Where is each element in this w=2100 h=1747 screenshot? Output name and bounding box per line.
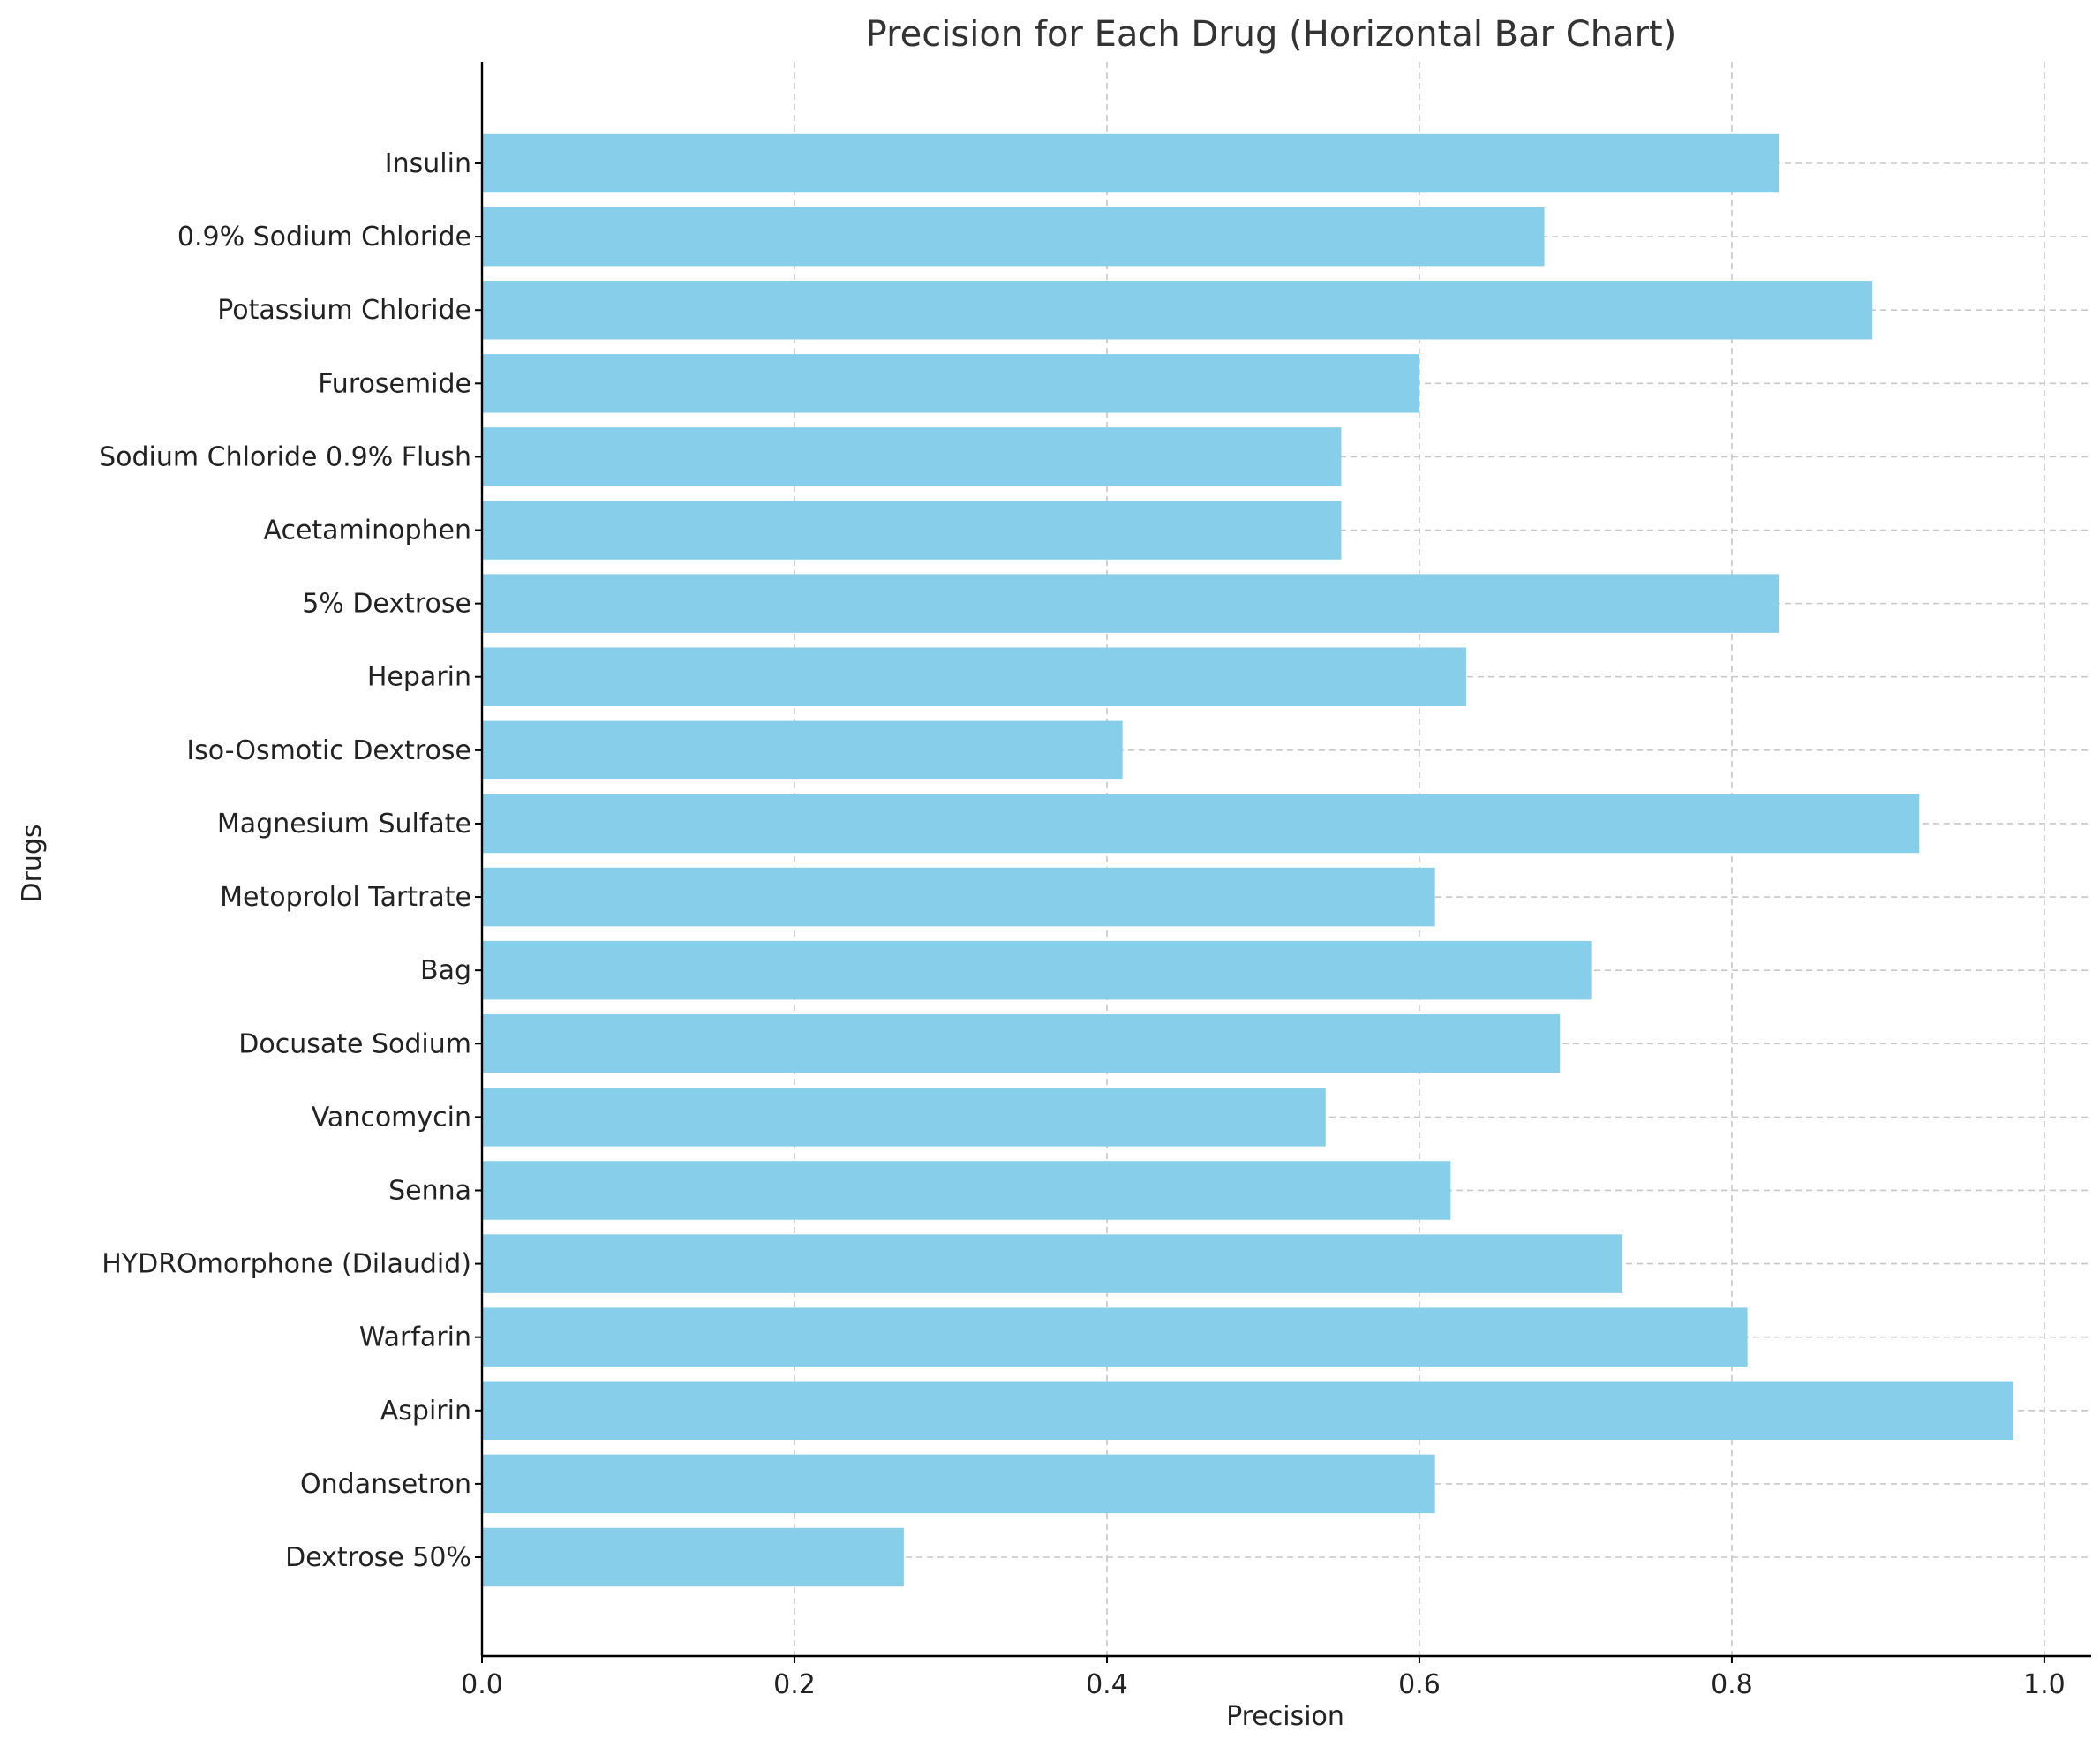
bar-iso-osmotic-dextrose	[482, 720, 1123, 780]
y-tick-label: Insulin	[385, 148, 471, 179]
bar-furosemide	[482, 354, 1419, 413]
bar-acetaminophen	[482, 501, 1342, 560]
y-tick-label: Aspirin	[380, 1396, 471, 1427]
y-tick-label: Bag	[420, 955, 471, 986]
y-tick-label: 5% Dextrose	[302, 589, 471, 620]
x-tick-label: 0.4	[1086, 1669, 1128, 1700]
y-tick-label: Magnesium Sulfate	[217, 809, 471, 840]
bar-potassium-chloride	[482, 280, 1873, 340]
bar-docusate-sodium	[482, 1014, 1561, 1073]
bar-5-dextrose	[482, 574, 1780, 633]
y-tick-label: 0.9% Sodium Chloride	[177, 222, 471, 252]
x-axis-ticks: 0.0 0.2 0.4 0.6 0.8 1.0	[461, 1656, 2066, 1700]
y-tick-label: Ondansetron	[300, 1469, 471, 1500]
bar-insulin	[482, 133, 1780, 193]
bar-bag	[482, 940, 1592, 1000]
y-tick-label: HYDROmorphone (Dilaudid)	[102, 1249, 471, 1280]
y-axis-ticks: Dextrose 50% Ondansetron Aspirin Warfarin HY…	[99, 148, 482, 1573]
x-tick-label: 1.0	[2023, 1669, 2066, 1700]
bars	[482, 133, 2013, 1587]
bar-heparin	[482, 647, 1467, 706]
x-tick-label: 0.2	[773, 1669, 816, 1700]
bar-ondansetron	[482, 1454, 1435, 1514]
y-tick-label: Metoprolol Tartrate	[220, 882, 471, 913]
y-tick-label: Warfarin	[359, 1322, 471, 1353]
y-tick-label: Potassium Chloride	[217, 295, 471, 326]
bar-senna	[482, 1161, 1451, 1220]
y-tick-label: Sodium Chloride 0.9% Flush	[99, 441, 471, 472]
y-tick-label: Iso-Osmotic Dextrose	[186, 735, 471, 766]
bar-aspirin	[482, 1381, 2013, 1441]
bar-metoprolol-tartrate	[482, 867, 1435, 927]
y-tick-label: Furosemide	[318, 368, 471, 399]
x-tick-label: 0.8	[1711, 1669, 1753, 1700]
x-tick-label: 0.0	[461, 1669, 503, 1700]
bar-hydromorphone-dilaudid	[482, 1234, 1623, 1293]
y-tick-label: Acetaminophen	[263, 516, 471, 546]
y-tick-label: Heparin	[367, 662, 471, 693]
bar-vancomycin	[482, 1088, 1326, 1147]
chart-title: Precision for Each Drug (Horizontal Bar …	[866, 14, 1677, 55]
x-tick-label: 0.6	[1398, 1669, 1441, 1700]
y-tick-label: Vancomycin	[312, 1102, 471, 1133]
bar-magnesium-sulfate	[482, 794, 1920, 854]
y-tick-label: Senna	[388, 1175, 471, 1206]
bar-warfarin	[482, 1307, 1748, 1367]
bar-dextrose-50	[482, 1527, 904, 1587]
y-axis-label: Drugs	[17, 824, 48, 902]
y-tick-label: Dextrose 50%	[285, 1542, 471, 1573]
bar-sodium-chloride-0-9-flush	[482, 427, 1342, 486]
bar-0-9-sodium-chloride	[482, 207, 1545, 267]
x-axis-label: Precision	[1226, 1701, 1344, 1732]
y-tick-label: Docusate Sodium	[238, 1028, 471, 1059]
